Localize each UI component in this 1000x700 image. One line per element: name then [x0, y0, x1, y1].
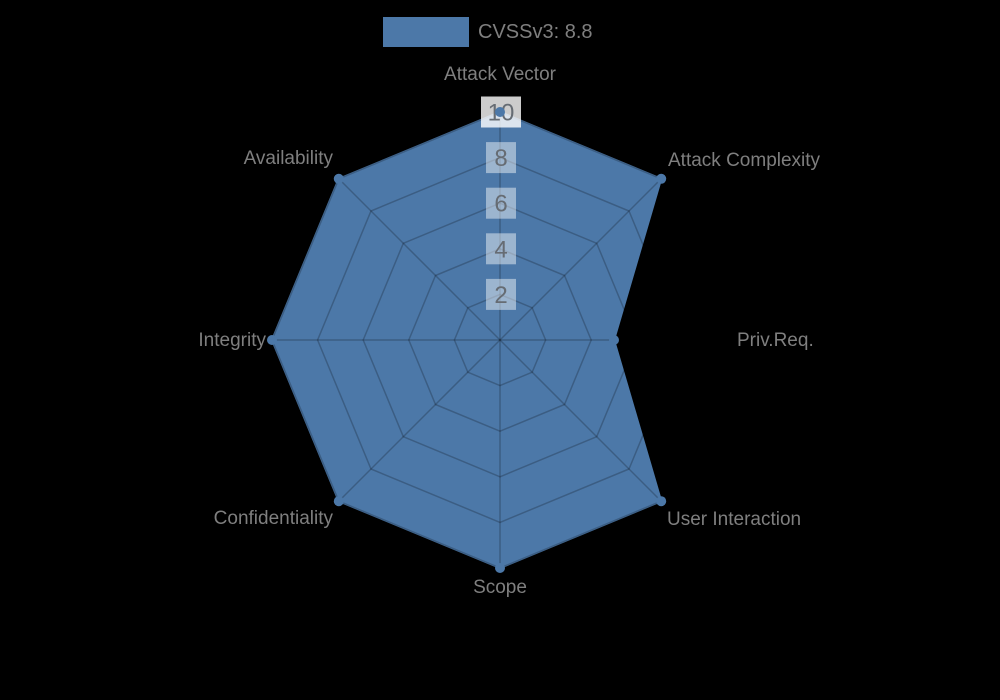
radial-tick-label: 2 — [494, 282, 507, 309]
legend-item[interactable]: CVSSv3: 8.8 — [383, 17, 593, 47]
radial-tick-label: 6 — [494, 191, 507, 218]
vertex-marker — [333, 496, 344, 507]
radial-tick-box — [486, 233, 516, 265]
axis-label-confidentiality: Confidentiality — [213, 508, 333, 529]
grid-ring — [453, 293, 547, 387]
axis-label-priv-req: Priv.Req. — [737, 330, 814, 351]
axis-label-scope: Scope — [473, 577, 527, 598]
radial-tick-box — [486, 187, 516, 219]
grid-spoke — [338, 178, 501, 341]
vertex-marker — [656, 496, 667, 507]
vertex-marker — [267, 335, 277, 345]
axis-label-availability: Availability — [243, 148, 333, 169]
grid-spoke — [499, 178, 662, 341]
axis-label-integrity: Integrity — [198, 330, 266, 351]
vertex-marker — [495, 563, 505, 573]
legend-label: CVSSv3: 8.8 — [478, 21, 593, 43]
radial-tick-box — [486, 278, 516, 310]
grid-ring — [407, 247, 593, 433]
grid-spoke — [338, 339, 501, 502]
axis-label-attack-complexity: Attack Complexity — [668, 150, 821, 171]
grid-ring — [362, 202, 638, 478]
axis-label-attack-vector: Attack Vector — [444, 64, 556, 85]
vertex-marker — [495, 107, 505, 117]
radial-tick-box — [486, 142, 516, 174]
grid-ring — [316, 156, 684, 524]
vertex-marker — [656, 173, 667, 184]
vertex-marker — [609, 335, 619, 345]
axis-label-user-interaction: User Interaction — [667, 509, 802, 530]
vertex-marker — [333, 173, 344, 184]
legend-swatch — [383, 17, 469, 47]
grid-spoke — [499, 339, 662, 502]
radial-tick-label: 4 — [494, 236, 507, 263]
radial-tick-label: 8 — [494, 145, 507, 172]
